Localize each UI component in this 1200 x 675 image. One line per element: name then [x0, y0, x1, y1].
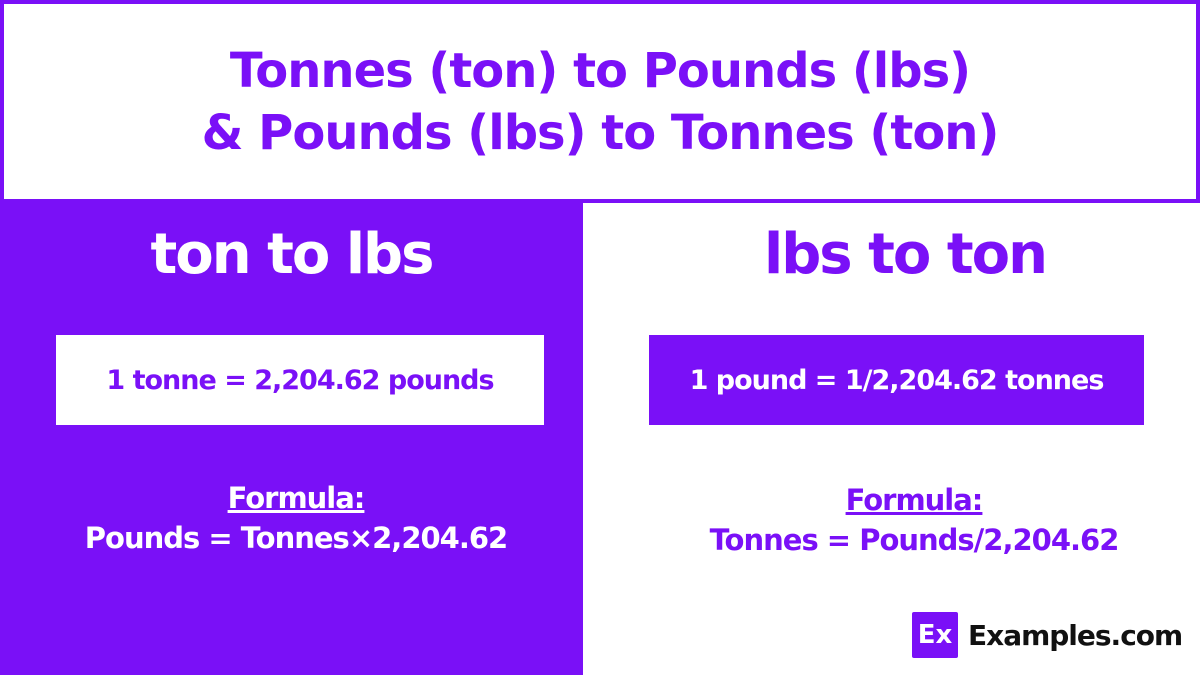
- formula-text: Pounds = Tonnes×2,204.62: [84, 521, 508, 555]
- lbs-to-ton-formula: Formula: Tonnes = Pounds/2,204.62: [614, 480, 1200, 560]
- examples-logo: Ex Examples.com: [912, 612, 1183, 658]
- ton-to-lbs-formula: Formula: Pounds = Tonnes×2,204.62: [0, 478, 592, 558]
- formula-text: Tonnes = Pounds/2,204.62: [709, 523, 1120, 557]
- formula-label: Formula:: [845, 483, 984, 517]
- title-line-1: Tonnes (ton) to Pounds (lbs): [229, 42, 971, 99]
- logo-mark: Ex: [912, 612, 958, 658]
- title-banner: Tonnes (ton) to Pounds (lbs) & Pounds (l…: [0, 0, 1200, 203]
- ton-to-lbs-equivalence: 1 tonne = 2,204.62 pounds: [56, 335, 544, 425]
- ton-to-lbs-title: ton to lbs: [150, 222, 435, 287]
- logo-name: Examples.com: [968, 618, 1183, 652]
- lbs-to-ton-title: lbs to ton: [764, 222, 1048, 287]
- ton-to-lbs-panel: [0, 203, 583, 675]
- title-line-2: & Pounds (lbs) to Tonnes (ton): [201, 104, 1000, 161]
- formula-label: Formula:: [227, 481, 366, 515]
- lbs-to-ton-equivalence: 1 pound = 1/2,204.62 tonnes: [649, 335, 1144, 425]
